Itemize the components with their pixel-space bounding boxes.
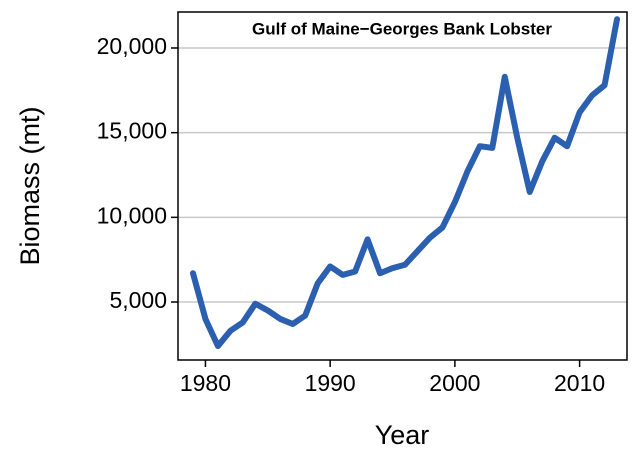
x-tick-label: 1980	[180, 370, 231, 396]
y-tick-label: 10,000	[97, 202, 167, 228]
plot-frame	[177, 11, 628, 361]
y-axis-label: Biomass (mt)	[15, 106, 45, 265]
y-tick-label: 20,000	[97, 33, 167, 59]
x-tick-label: 1990	[305, 370, 356, 396]
y-tick-label: 5,000	[109, 287, 167, 313]
x-axis-label: Year	[375, 420, 430, 450]
x-tick-label: 2010	[554, 370, 605, 396]
line	[189, 16, 621, 350]
y-tick-label: 15,000	[97, 118, 167, 144]
chart-title: Gulf of Maine−Georges Bank Lobster	[252, 19, 552, 38]
x-tick-label: 2000	[429, 370, 480, 396]
